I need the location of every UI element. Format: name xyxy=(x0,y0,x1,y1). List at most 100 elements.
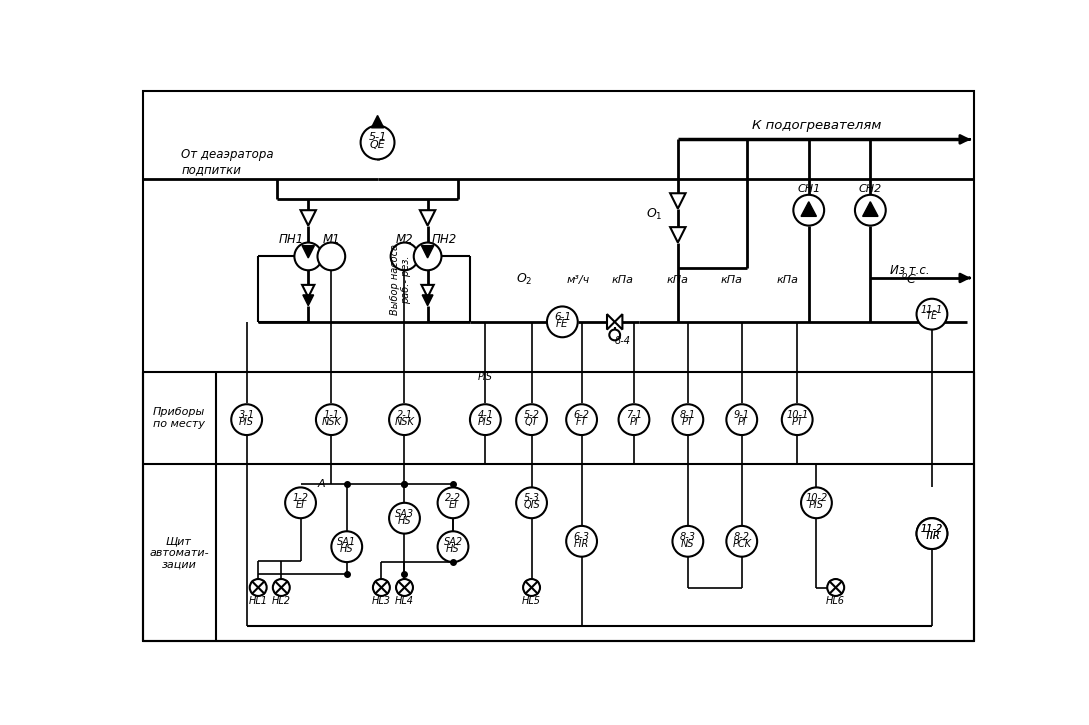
Circle shape xyxy=(414,243,441,270)
Circle shape xyxy=(917,299,947,330)
Circle shape xyxy=(794,195,824,225)
Text: Из т.с.: Из т.с. xyxy=(890,264,929,277)
Text: 6-2: 6-2 xyxy=(574,410,589,420)
Polygon shape xyxy=(423,295,433,306)
Text: Щит
автомати-
зации: Щит автомати- зации xyxy=(149,536,209,569)
Polygon shape xyxy=(302,246,315,258)
Text: PIS: PIS xyxy=(240,417,254,427)
Polygon shape xyxy=(607,314,614,330)
Text: PI: PI xyxy=(737,417,746,427)
Circle shape xyxy=(360,125,394,160)
Text: PT: PT xyxy=(792,417,803,427)
Text: 10-1: 10-1 xyxy=(786,410,808,420)
Text: $^oC$: $^oC$ xyxy=(901,273,917,286)
Polygon shape xyxy=(421,285,433,297)
Text: SA1: SA1 xyxy=(338,537,356,547)
Text: CH2: CH2 xyxy=(859,183,882,194)
Text: 1-2: 1-2 xyxy=(293,493,308,503)
Text: EI: EI xyxy=(296,500,305,510)
Text: $O_2$: $O_2$ xyxy=(515,272,533,287)
Text: TIR: TIR xyxy=(925,531,940,541)
Text: FT: FT xyxy=(576,417,587,427)
Text: CH1: CH1 xyxy=(797,183,820,194)
Text: 5-1: 5-1 xyxy=(368,133,387,142)
Circle shape xyxy=(566,526,597,557)
Text: К подогревателям: К подогревателям xyxy=(751,119,881,132)
Text: PT: PT xyxy=(682,417,694,427)
Circle shape xyxy=(672,526,703,557)
Text: HS: HS xyxy=(446,544,460,554)
Text: PI: PI xyxy=(629,417,638,427)
Text: 6-3: 6-3 xyxy=(574,531,589,542)
Text: ПН2: ПН2 xyxy=(432,233,457,246)
Text: От деаэратора
подпитки: От деаэратора подпитки xyxy=(181,148,273,175)
Text: 8-1: 8-1 xyxy=(680,410,696,420)
Circle shape xyxy=(273,579,290,596)
Circle shape xyxy=(396,579,413,596)
Circle shape xyxy=(231,405,262,435)
Circle shape xyxy=(316,405,346,435)
Text: QT: QT xyxy=(525,417,538,427)
Circle shape xyxy=(917,518,947,549)
Text: FIR: FIR xyxy=(574,539,589,549)
Text: кПа: кПа xyxy=(776,275,799,284)
Text: 9-1: 9-1 xyxy=(734,410,749,420)
Polygon shape xyxy=(421,246,433,258)
Text: PIS: PIS xyxy=(478,417,493,427)
Text: HL6: HL6 xyxy=(827,597,845,606)
Polygon shape xyxy=(371,115,383,128)
Text: 11-2: 11-2 xyxy=(921,524,943,534)
Text: EI: EI xyxy=(449,500,457,510)
Polygon shape xyxy=(420,210,436,225)
Circle shape xyxy=(802,487,832,518)
Text: ПН1: ПН1 xyxy=(279,233,304,246)
Text: FE: FE xyxy=(556,319,568,329)
Text: 10-2: 10-2 xyxy=(806,493,828,503)
Circle shape xyxy=(331,531,363,562)
Text: 8-2: 8-2 xyxy=(734,531,749,542)
Text: 3-1: 3-1 xyxy=(238,410,255,420)
Text: кПа: кПа xyxy=(611,275,634,284)
Text: QE: QE xyxy=(369,140,386,150)
Circle shape xyxy=(516,487,547,518)
Polygon shape xyxy=(614,314,623,330)
Circle shape xyxy=(523,579,540,596)
Polygon shape xyxy=(303,295,314,306)
Text: 8-4: 8-4 xyxy=(614,336,631,346)
Text: NS: NS xyxy=(681,539,695,549)
Text: 11-2: 11-2 xyxy=(921,524,943,534)
Text: PIS: PIS xyxy=(809,500,824,510)
Text: м³/ч: м³/ч xyxy=(566,275,589,284)
Circle shape xyxy=(438,531,468,562)
Text: M1: M1 xyxy=(322,233,340,246)
Circle shape xyxy=(726,526,757,557)
Text: 1-1: 1-1 xyxy=(323,410,340,420)
Polygon shape xyxy=(301,210,316,225)
Text: HL2: HL2 xyxy=(272,597,291,606)
Circle shape xyxy=(438,487,468,518)
Circle shape xyxy=(610,330,620,340)
Circle shape xyxy=(391,243,418,270)
Text: 6-1: 6-1 xyxy=(554,312,571,322)
Circle shape xyxy=(389,405,420,435)
Text: A: A xyxy=(318,478,326,489)
Polygon shape xyxy=(670,227,686,243)
Text: PCK: PCK xyxy=(732,539,751,549)
Text: TE: TE xyxy=(926,312,938,321)
Circle shape xyxy=(619,405,649,435)
Text: 8-3: 8-3 xyxy=(680,531,696,542)
Circle shape xyxy=(285,487,316,518)
Polygon shape xyxy=(862,202,878,216)
Circle shape xyxy=(294,243,322,270)
Circle shape xyxy=(547,307,578,337)
Text: кПа: кПа xyxy=(721,275,743,284)
Text: 4-1: 4-1 xyxy=(477,410,493,420)
Polygon shape xyxy=(670,194,686,209)
Text: Выбор насоса
раб.- рез.: Выбор насоса раб.- рез. xyxy=(390,244,412,315)
Circle shape xyxy=(318,243,345,270)
Text: HL5: HL5 xyxy=(522,597,541,606)
Text: 5-3: 5-3 xyxy=(524,493,539,503)
Circle shape xyxy=(726,405,757,435)
Text: HL4: HL4 xyxy=(395,597,414,606)
Text: QIS: QIS xyxy=(523,500,540,510)
